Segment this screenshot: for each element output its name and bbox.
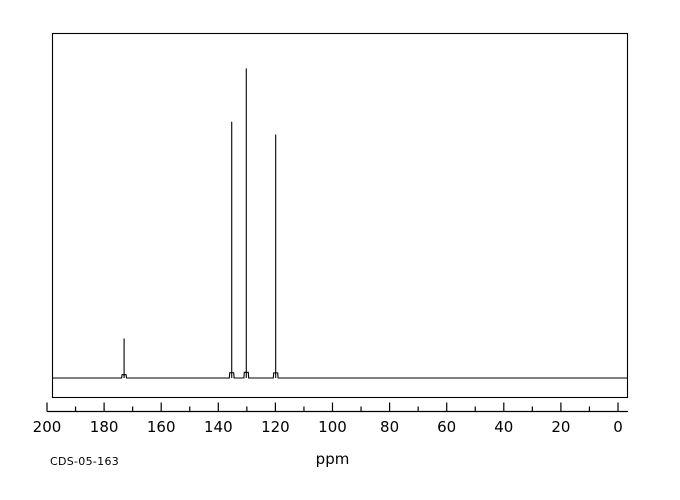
axis-tick-label: 140 bbox=[203, 417, 233, 436]
plot-frame-border bbox=[51, 32, 629, 399]
sample-id-label: CDS-05-163 bbox=[50, 455, 120, 468]
axis-tick-label: 0 bbox=[613, 417, 623, 436]
axis-tick-label: 180 bbox=[89, 417, 119, 436]
peak-lines-group bbox=[123, 68, 277, 378]
axis-tick-label: 60 bbox=[437, 417, 457, 436]
axis-ticks-group bbox=[46, 402, 619, 412]
axis-tick-label: 120 bbox=[261, 417, 290, 436]
spectrum-baseline bbox=[53, 371, 627, 379]
axis-tick-label: 100 bbox=[318, 417, 347, 436]
axis-tick-label: 80 bbox=[380, 417, 400, 436]
x-axis-title: ppm bbox=[315, 450, 350, 468]
axis-tick-label: 40 bbox=[494, 417, 514, 436]
axis-tick-label: 200 bbox=[32, 417, 62, 436]
axis-tick-label: 160 bbox=[146, 417, 176, 436]
axis-tick-label: 20 bbox=[551, 417, 571, 436]
